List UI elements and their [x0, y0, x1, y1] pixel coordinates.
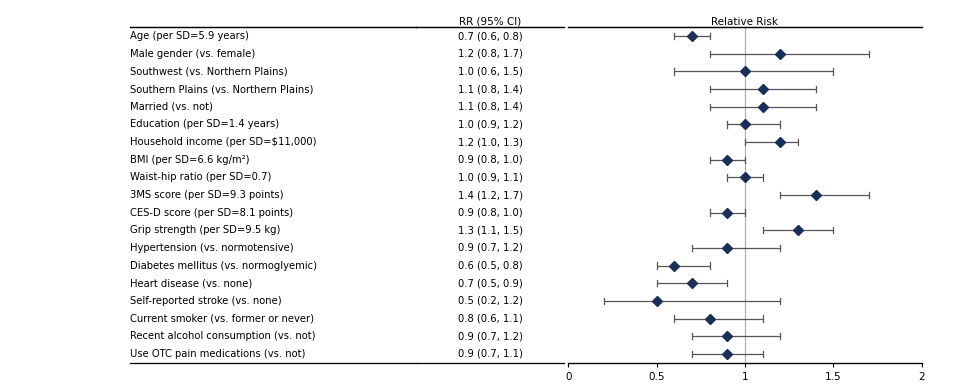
- Text: 1.1 (0.8, 1.4): 1.1 (0.8, 1.4): [458, 84, 522, 94]
- Text: 0.9 (0.7, 1.1): 0.9 (0.7, 1.1): [458, 349, 522, 359]
- Text: Grip strength (per SD=9.5 kg): Grip strength (per SD=9.5 kg): [130, 225, 280, 235]
- Text: 1.4 (1.2, 1.7): 1.4 (1.2, 1.7): [457, 190, 523, 200]
- Text: 0.9 (0.8, 1.0): 0.9 (0.8, 1.0): [458, 207, 522, 218]
- Text: Use OTC pain medications (vs. not): Use OTC pain medications (vs. not): [130, 349, 306, 359]
- Text: 0.9 (0.8, 1.0): 0.9 (0.8, 1.0): [458, 155, 522, 165]
- Text: 1.2 (0.8, 1.7): 1.2 (0.8, 1.7): [458, 49, 522, 59]
- Text: Household income (per SD=$11,000): Household income (per SD=$11,000): [130, 137, 316, 147]
- Text: RR (95% CI): RR (95% CI): [459, 16, 521, 27]
- Text: 0.9 (0.7, 1.2): 0.9 (0.7, 1.2): [458, 243, 522, 253]
- Text: 3MS score (per SD=9.3 points): 3MS score (per SD=9.3 points): [130, 190, 284, 200]
- Text: Waist-hip ratio (per SD=0.7): Waist-hip ratio (per SD=0.7): [130, 172, 271, 183]
- Text: 1.0 (0.9, 1.1): 1.0 (0.9, 1.1): [458, 172, 522, 183]
- Text: Heart disease (vs. none): Heart disease (vs. none): [130, 278, 252, 288]
- Text: 1.0 (0.9, 1.2): 1.0 (0.9, 1.2): [458, 119, 522, 129]
- Text: Age (per SD=5.9 years): Age (per SD=5.9 years): [130, 31, 248, 41]
- Text: BMI (per SD=6.6 kg/m²): BMI (per SD=6.6 kg/m²): [130, 155, 249, 165]
- Text: Diabetes mellitus (vs. normoglyemic): Diabetes mellitus (vs. normoglyemic): [130, 261, 317, 271]
- Text: 0.8 (0.6, 1.1): 0.8 (0.6, 1.1): [458, 314, 522, 324]
- Text: 1.2 (1.0, 1.3): 1.2 (1.0, 1.3): [458, 137, 522, 147]
- Text: 0.5 (0.2, 1.2): 0.5 (0.2, 1.2): [458, 296, 522, 306]
- Text: Southern Plains (vs. Northern Plains): Southern Plains (vs. Northern Plains): [130, 84, 313, 94]
- Text: Recent alcohol consumption (vs. not): Recent alcohol consumption (vs. not): [130, 331, 315, 341]
- Text: 0.6 (0.5, 0.8): 0.6 (0.5, 0.8): [458, 261, 522, 271]
- Text: 1.1 (0.8, 1.4): 1.1 (0.8, 1.4): [458, 102, 522, 112]
- Text: CES-D score (per SD=8.1 points): CES-D score (per SD=8.1 points): [130, 207, 293, 218]
- Text: 1.3 (1.1, 1.5): 1.3 (1.1, 1.5): [457, 225, 523, 235]
- Text: Self-reported stroke (vs. none): Self-reported stroke (vs. none): [130, 296, 282, 306]
- Text: Education (per SD=1.4 years): Education (per SD=1.4 years): [130, 119, 279, 129]
- Text: Hypertension (vs. normotensive): Hypertension (vs. normotensive): [130, 243, 293, 253]
- Text: 0.7 (0.6, 0.8): 0.7 (0.6, 0.8): [458, 31, 522, 41]
- Text: 1.0 (0.6, 1.5): 1.0 (0.6, 1.5): [458, 66, 522, 76]
- Text: Southwest (vs. Northern Plains): Southwest (vs. Northern Plains): [130, 66, 287, 76]
- Text: 0.9 (0.7, 1.2): 0.9 (0.7, 1.2): [458, 331, 522, 341]
- Text: Male gender (vs. female): Male gender (vs. female): [130, 49, 255, 59]
- Text: 0.7 (0.5, 0.9): 0.7 (0.5, 0.9): [458, 278, 522, 288]
- Text: Relative Risk: Relative Risk: [711, 17, 778, 27]
- Text: Current smoker (vs. former or never): Current smoker (vs. former or never): [130, 314, 314, 324]
- Text: Married (vs. not): Married (vs. not): [130, 102, 213, 112]
